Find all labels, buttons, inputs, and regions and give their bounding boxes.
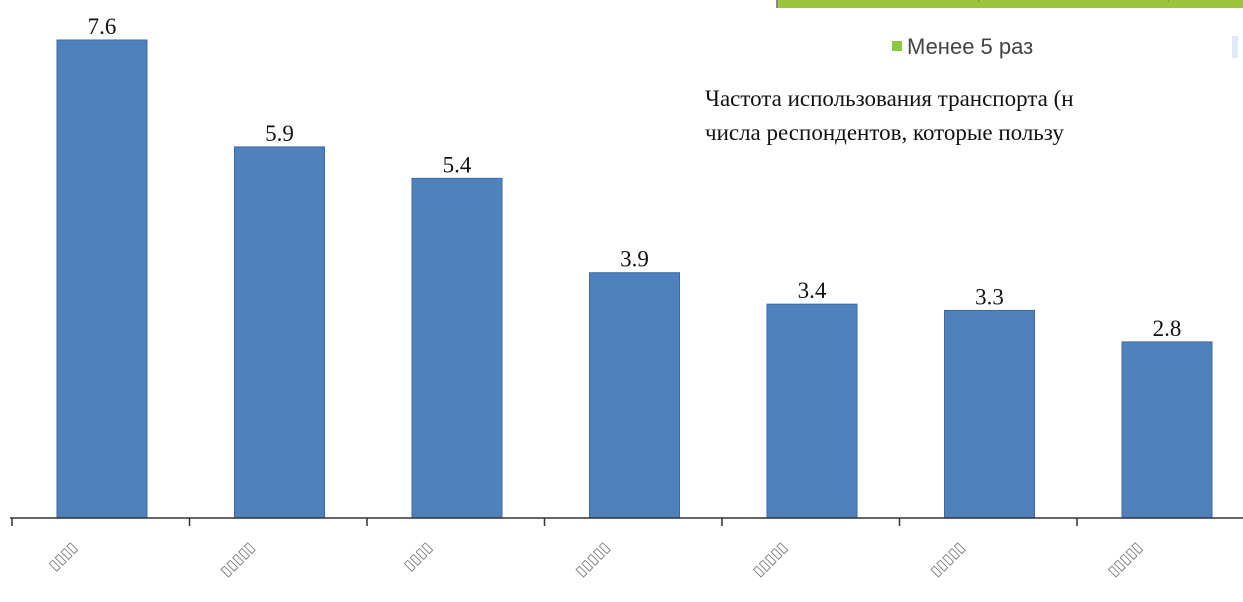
category-label-5: ▯▯▯▯▯	[749, 538, 791, 580]
x-axis-ticks	[11, 518, 1078, 526]
caption-line-2: числа респондентов, которые пользу	[705, 120, 1064, 145]
overlay-green-bar	[776, 0, 1243, 8]
overlay-legend: Менее 5 раз	[892, 34, 1238, 60]
overlay-bar-tick	[978, 0, 979, 2]
legend-swatch-green	[892, 41, 902, 51]
bar-5	[766, 303, 858, 519]
bar-3	[411, 177, 503, 519]
bar-1	[56, 39, 148, 519]
legend-label: Менее 5 раз	[907, 34, 1034, 59]
category-label-7: ▯▯▯▯▯	[1104, 538, 1146, 580]
bar-4	[589, 272, 680, 519]
bars-group	[56, 39, 1213, 519]
legend-swatch-partial	[1232, 36, 1238, 58]
category-label-4: ▯▯▯▯▯	[571, 538, 613, 580]
bar-7	[1121, 341, 1213, 519]
value-label-4: 3.9	[620, 247, 649, 272]
category-label-3: ▯▯▯▯	[400, 538, 436, 574]
value-label-7: 2.8	[1153, 316, 1182, 341]
category-label-1: ▯▯▯▯	[45, 538, 81, 574]
value-label-3: 5.4	[443, 152, 472, 177]
value-labels-group: 7.6 5.9 5.4 3.9 3.4 3.3 2.8	[88, 14, 1182, 341]
value-label-6: 3.3	[975, 284, 1004, 309]
category-label-2: ▯▯▯▯▯	[216, 538, 258, 580]
value-label-5: 3.4	[798, 278, 827, 303]
overlay-bar-tick	[1168, 0, 1169, 2]
value-label-1: 7.6	[88, 14, 117, 39]
caption-line-1: Частота использования транспорта (н	[705, 86, 1074, 111]
bar-2	[234, 146, 325, 519]
bar-6	[944, 309, 1035, 519]
category-label-6: ▯▯▯▯▯	[926, 538, 968, 580]
overlay-caption: Частота использования транспорта (н числ…	[705, 82, 1243, 150]
category-labels-group: ▯▯▯▯ ▯▯▯▯▯ ▯▯▯▯ ▯▯▯▯▯ ▯▯▯▯▯ ▯▯▯▯▯ ▯▯▯▯▯	[45, 538, 1146, 580]
value-label-2: 5.9	[265, 121, 294, 146]
